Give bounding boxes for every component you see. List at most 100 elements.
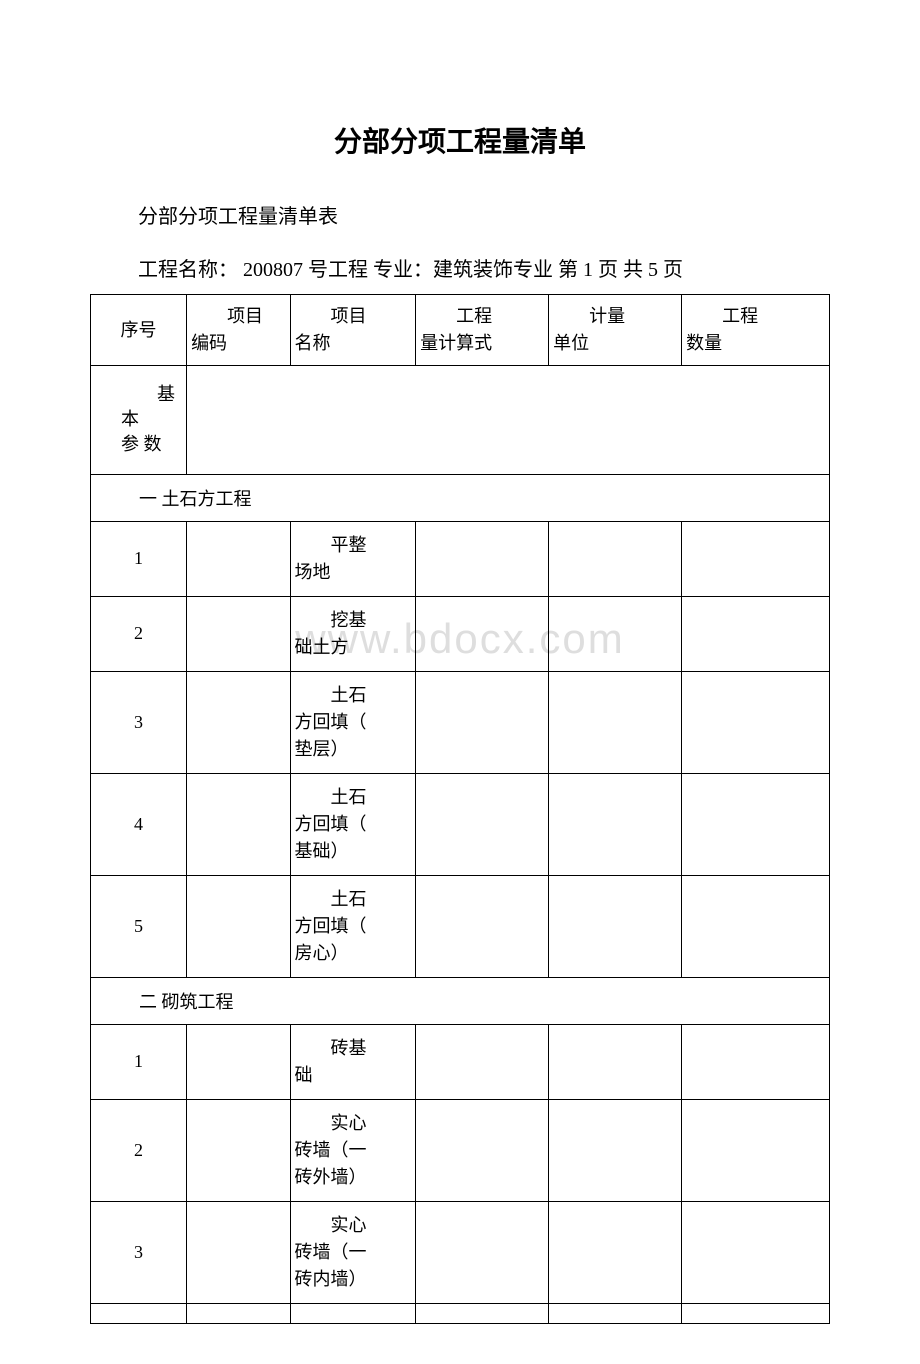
- row-name-l2: 砖墙（一: [295, 1137, 412, 1164]
- row-name-l2: 础土方: [295, 634, 412, 661]
- row-unit: [549, 1024, 682, 1099]
- basic-params-row: 基本 参 数: [91, 366, 830, 475]
- section-2-label: 二 砌筑工程: [91, 977, 830, 1024]
- row-unit: [549, 596, 682, 671]
- row-qty: [682, 596, 830, 671]
- row-code: [187, 521, 290, 596]
- header-formula: 工程 量计算式: [416, 295, 549, 366]
- row-name-l2: 场地: [295, 559, 412, 586]
- row-formula: [416, 1099, 549, 1201]
- row-unit: [549, 875, 682, 977]
- header-code: 项目 编码: [187, 295, 290, 366]
- empty-cell: [290, 1303, 416, 1323]
- row-name: 实心 砖墙（一 砖外墙）: [290, 1099, 416, 1201]
- row-qty: [682, 875, 830, 977]
- row-formula: [416, 671, 549, 773]
- basic-params-l2: 参 数: [121, 434, 162, 454]
- section-1-label: 一 土石方工程: [91, 474, 830, 521]
- row-qty: [682, 773, 830, 875]
- subtitle: 分部分项工程量清单表: [90, 200, 830, 229]
- row-name-l1: 实心: [295, 1110, 412, 1137]
- row-code: [187, 596, 290, 671]
- row-name-l1: 挖基: [295, 607, 412, 634]
- header-qty-l1: 工程: [686, 303, 825, 330]
- table-row-empty: [91, 1303, 830, 1323]
- row-name-l1: 土石: [295, 886, 412, 913]
- basic-params-l1: 基本: [121, 382, 182, 432]
- header-unit-l2: 单位: [553, 330, 677, 357]
- row-unit: [549, 1201, 682, 1303]
- row-name: 挖基 础土方: [290, 596, 416, 671]
- row-name-l1: 土石: [295, 784, 412, 811]
- project-info: 工程名称： 200807 号工程 专业：建筑装饰专业 第 1 页 共 5 页: [90, 253, 830, 282]
- header-row: 序号 项目 编码 项目 名称 工程 量计算式 计量 单位 工程 数量: [91, 295, 830, 366]
- row-qty: [682, 521, 830, 596]
- row-name: 砖基 础: [290, 1024, 416, 1099]
- row-unit: [549, 671, 682, 773]
- row-name: 平整 场地: [290, 521, 416, 596]
- row-qty: [682, 1201, 830, 1303]
- row-seq: 4: [91, 773, 187, 875]
- row-code: [187, 671, 290, 773]
- row-name-l1: 砖基: [295, 1035, 412, 1062]
- header-unit-l1: 计量: [553, 303, 677, 330]
- header-qty-l2: 数量: [686, 330, 825, 357]
- row-seq: 3: [91, 1201, 187, 1303]
- row-name-l3: 砖外墙）: [295, 1164, 412, 1191]
- row-name-l2: 础: [295, 1062, 412, 1089]
- row-name: 土石 方回填（ 垫层）: [290, 671, 416, 773]
- header-name-l2: 名称: [295, 330, 412, 357]
- row-code: [187, 875, 290, 977]
- row-seq: 1: [91, 521, 187, 596]
- page-title: 分部分项工程量清单: [90, 120, 830, 160]
- section-1-row: 一 土石方工程: [91, 474, 830, 521]
- row-seq: 2: [91, 1099, 187, 1201]
- table-row: 3 土石 方回填（ 垫层）: [91, 671, 830, 773]
- table-row: 1 砖基 础: [91, 1024, 830, 1099]
- row-code: [187, 1024, 290, 1099]
- table-row: 5 土石 方回填（ 房心）: [91, 875, 830, 977]
- header-formula-l1: 工程: [420, 303, 544, 330]
- row-name: 土石 方回填（ 房心）: [290, 875, 416, 977]
- row-code: [187, 1099, 290, 1201]
- row-code: [187, 1201, 290, 1303]
- row-name: 土石 方回填（ 基础）: [290, 773, 416, 875]
- row-name-l2: 方回填（: [295, 811, 412, 838]
- row-name-l1: 实心: [295, 1212, 412, 1239]
- row-name: 实心 砖墙（一 砖内墙）: [290, 1201, 416, 1303]
- row-seq: 3: [91, 671, 187, 773]
- row-qty: [682, 1024, 830, 1099]
- row-name-l3: 房心）: [295, 940, 412, 967]
- row-name-l2: 方回填（: [295, 709, 412, 736]
- row-name-l3: 砖内墙）: [295, 1266, 412, 1293]
- empty-cell: [549, 1303, 682, 1323]
- basic-params-cell: 基本 参 数: [91, 366, 187, 475]
- basic-params-empty: [187, 366, 830, 475]
- empty-cell: [187, 1303, 290, 1323]
- table-row: 3 实心 砖墙（一 砖内墙）: [91, 1201, 830, 1303]
- header-name: 项目 名称: [290, 295, 416, 366]
- row-formula: [416, 773, 549, 875]
- table-row: 2 实心 砖墙（一 砖外墙）: [91, 1099, 830, 1201]
- row-formula: [416, 596, 549, 671]
- row-name-l2: 方回填（: [295, 913, 412, 940]
- row-code: [187, 773, 290, 875]
- empty-cell: [91, 1303, 187, 1323]
- row-qty: [682, 1099, 830, 1201]
- table-row: 2 挖基 础土方: [91, 596, 830, 671]
- row-name-l3: 垫层）: [295, 736, 412, 763]
- header-code-l1: 项目: [191, 303, 285, 330]
- quantity-table: 序号 项目 编码 项目 名称 工程 量计算式 计量 单位 工程 数量 基本 参 …: [90, 294, 830, 1324]
- row-seq: 5: [91, 875, 187, 977]
- section-2-row: 二 砌筑工程: [91, 977, 830, 1024]
- empty-cell: [416, 1303, 549, 1323]
- row-name-l2: 砖墙（一: [295, 1239, 412, 1266]
- table-row: 1 平整 场地: [91, 521, 830, 596]
- row-formula: [416, 1024, 549, 1099]
- row-unit: [549, 521, 682, 596]
- header-formula-l2: 量计算式: [420, 330, 544, 357]
- row-formula: [416, 875, 549, 977]
- header-unit: 计量 单位: [549, 295, 682, 366]
- row-seq: 1: [91, 1024, 187, 1099]
- row-name-l1: 土石: [295, 682, 412, 709]
